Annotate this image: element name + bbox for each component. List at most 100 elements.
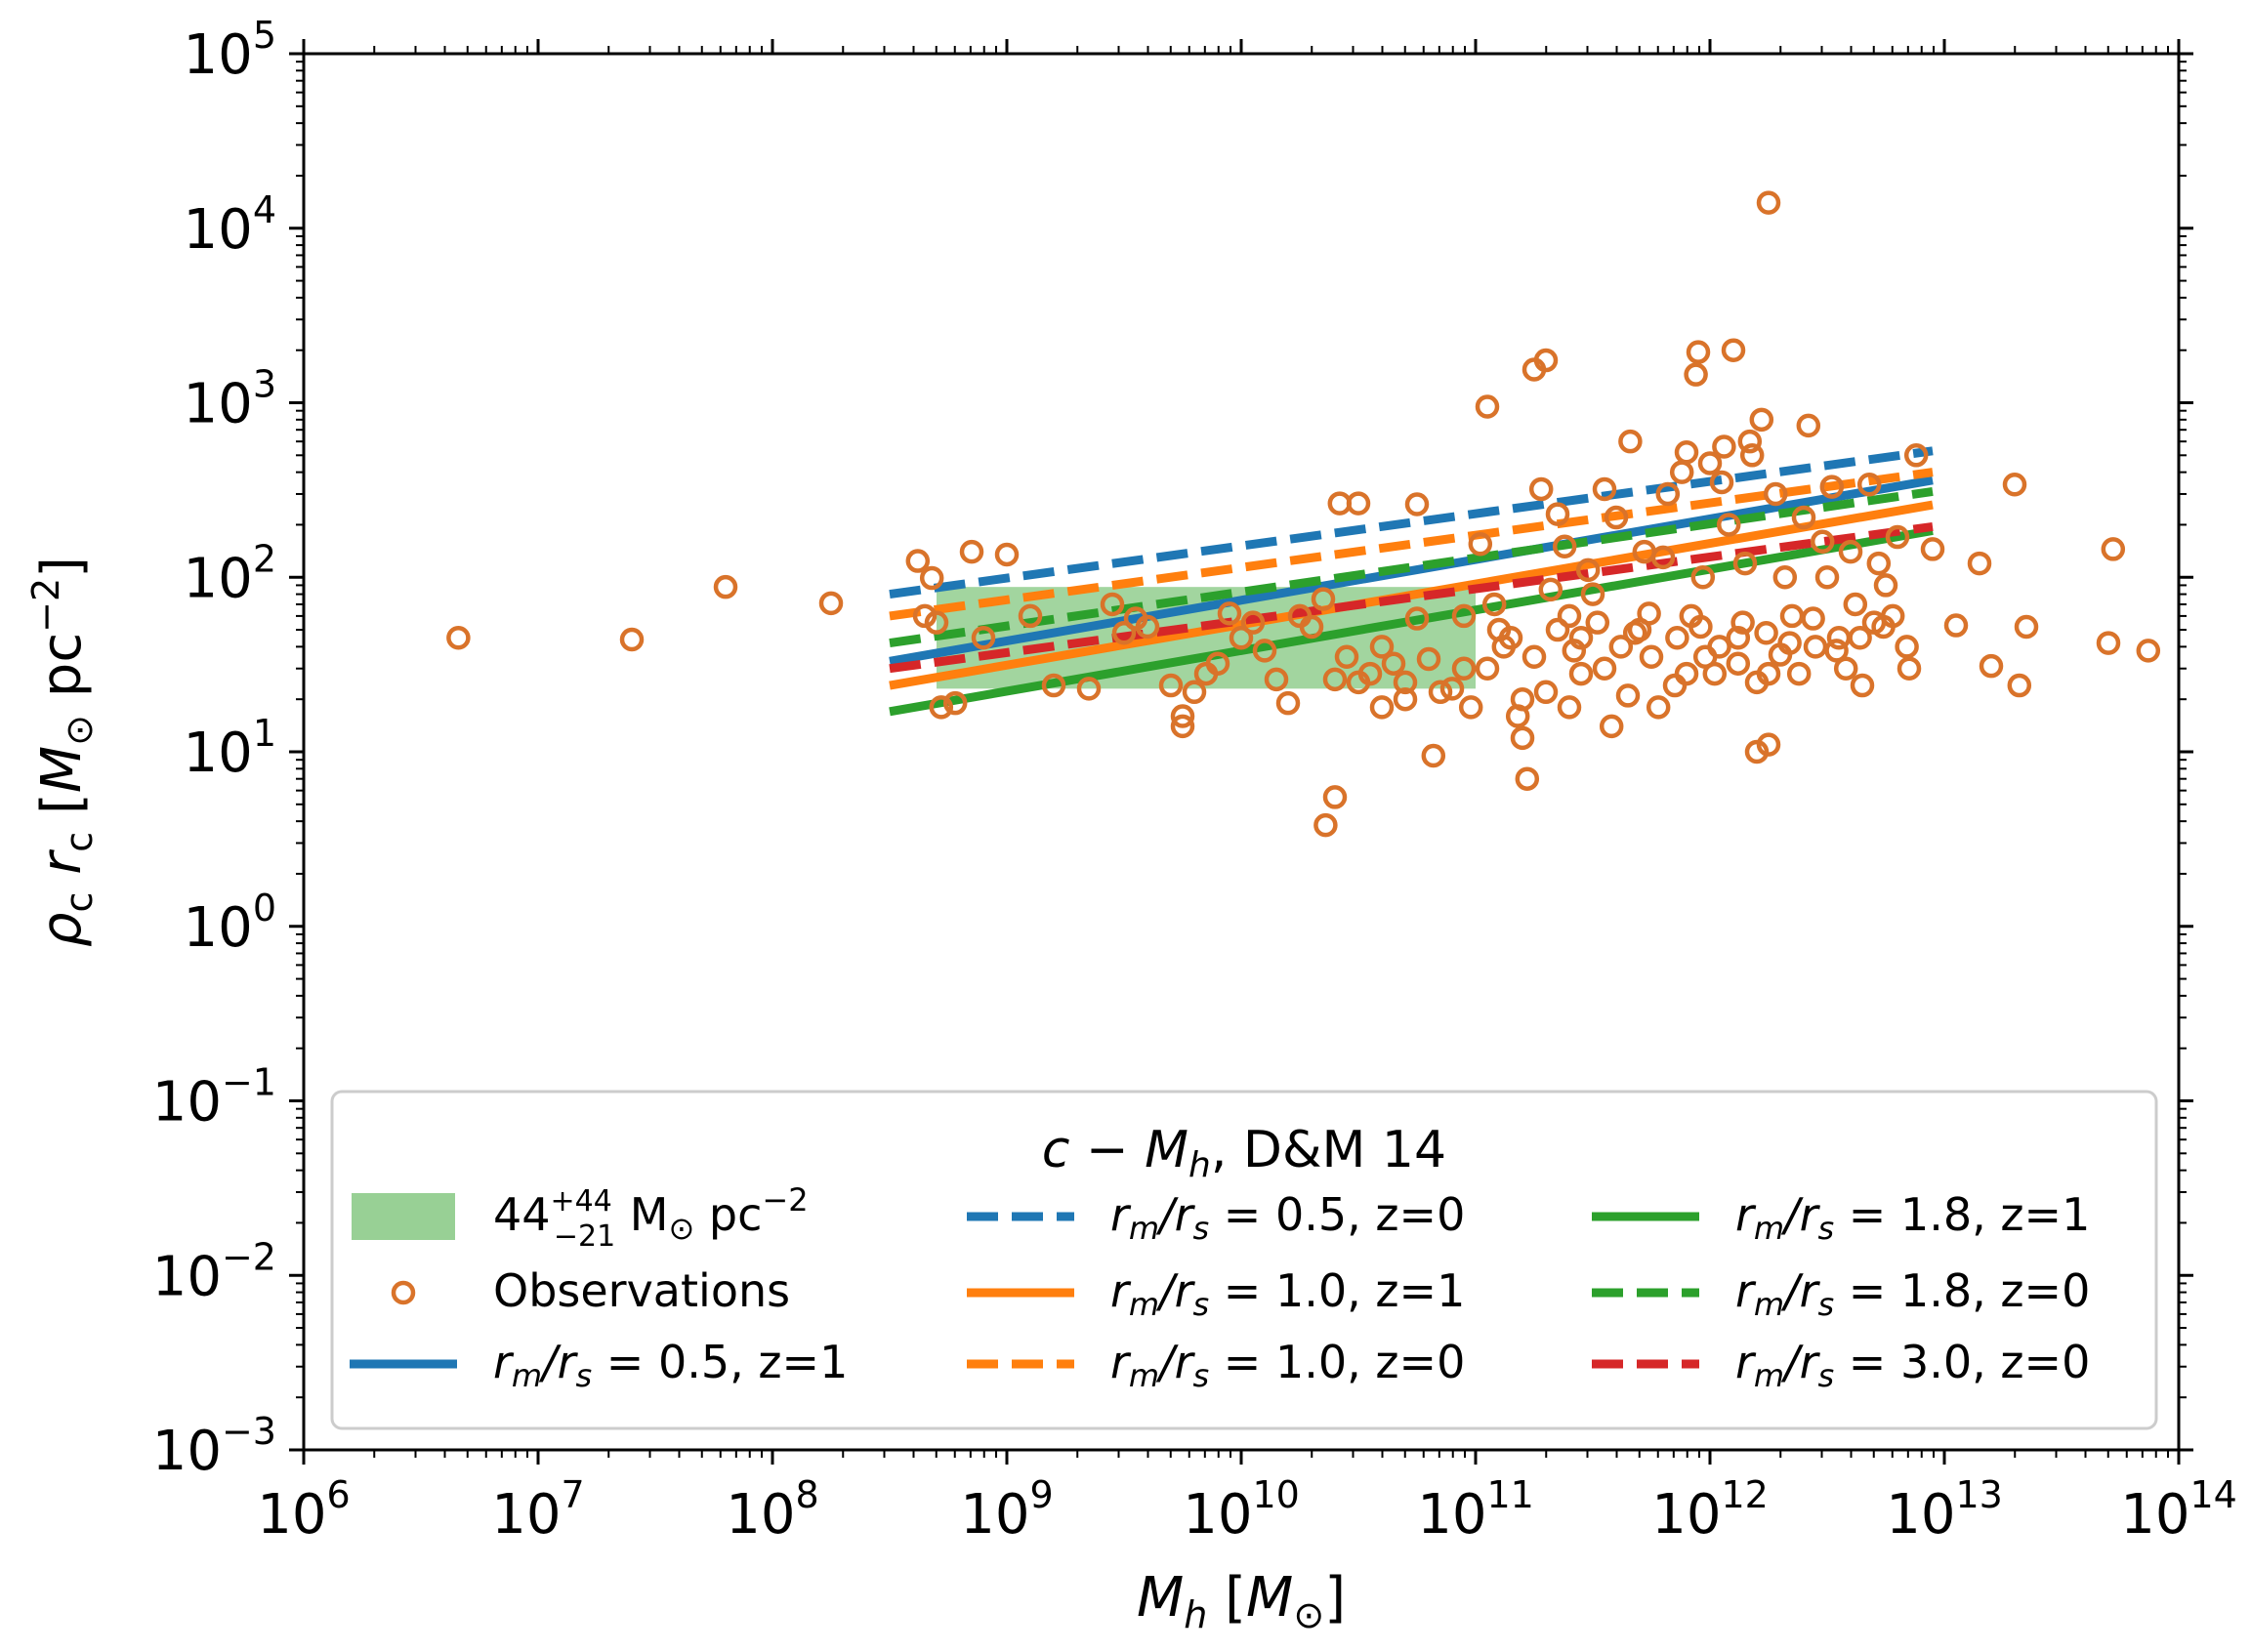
observation-point bbox=[959, 539, 984, 564]
observation-point bbox=[1833, 656, 1858, 681]
observation-point bbox=[1481, 592, 1507, 617]
observation-point bbox=[1158, 673, 1184, 698]
observation-point bbox=[1533, 680, 1559, 705]
y-title-bracket-right: ] bbox=[30, 557, 94, 578]
legend-box bbox=[330, 1090, 2158, 1430]
observation-point bbox=[1416, 646, 1441, 672]
y-tick-label: 100 bbox=[184, 887, 276, 960]
observation-point bbox=[1756, 661, 1781, 686]
legend-label-rm_rs_18_z1: rm/rs = 1.8, z=1 bbox=[1735, 1188, 2090, 1247]
x-tick-label: 1010 bbox=[1183, 1473, 1300, 1547]
observation-point bbox=[1803, 635, 1828, 659]
observation-point bbox=[1170, 704, 1195, 728]
legend-title: c − Mh, D&M 14 bbox=[1042, 1121, 1446, 1185]
observation-point bbox=[1264, 667, 1289, 692]
x-title-main: M bbox=[1137, 1566, 1184, 1630]
observation-point bbox=[1639, 644, 1664, 669]
observation-point bbox=[2096, 631, 2121, 655]
observation-point bbox=[1592, 476, 1617, 502]
observation-point bbox=[942, 690, 968, 716]
model-line-rm_rs_30_z0 bbox=[889, 521, 1934, 674]
observation-point bbox=[1491, 635, 1517, 659]
observation-point bbox=[1791, 505, 1816, 530]
observation-point bbox=[994, 542, 1020, 567]
observation-point bbox=[1608, 635, 1634, 659]
observation-point bbox=[1123, 606, 1148, 631]
observation-point bbox=[1505, 704, 1530, 728]
observation-point bbox=[971, 625, 996, 650]
observation-point bbox=[929, 695, 954, 720]
observation-point bbox=[1885, 524, 1910, 550]
observation-point bbox=[1777, 631, 1802, 655]
observation-point bbox=[1170, 714, 1195, 739]
observation-point bbox=[1515, 766, 1540, 791]
observation-point bbox=[1674, 440, 1699, 465]
observation-point bbox=[1737, 429, 1763, 454]
observation-point bbox=[2007, 673, 2032, 698]
observation-point bbox=[1716, 513, 1741, 537]
observation-point bbox=[1665, 625, 1689, 650]
observation-point bbox=[1979, 653, 2004, 679]
observation-point bbox=[1702, 661, 1728, 686]
observation-point bbox=[1814, 565, 1840, 590]
observation-point bbox=[1786, 661, 1812, 686]
observation-point bbox=[1824, 639, 1849, 663]
observation-point bbox=[1843, 592, 1868, 617]
legend: c − Mh, D&M 14 44+44 −21 M⊙ pc−2 Observatio… bbox=[330, 1090, 2158, 1430]
y-title-r-sub: c bbox=[58, 832, 101, 852]
observation-point bbox=[905, 549, 931, 573]
observation-point bbox=[1592, 656, 1617, 681]
observation-point bbox=[1721, 338, 1746, 362]
legend-label-rm_rs_05_z0: rm/rs = 0.5, z=0 bbox=[1110, 1188, 1465, 1247]
observation-point bbox=[1545, 617, 1570, 642]
y-axis-title: ρc rc [M⊙ pc−2] bbox=[24, 557, 101, 947]
observation-point bbox=[1749, 407, 1774, 433]
y-title-r: r bbox=[30, 849, 94, 875]
observation-point bbox=[1732, 551, 1758, 576]
observation-point bbox=[1650, 545, 1676, 570]
observation-point bbox=[1369, 635, 1395, 659]
y-tick-label: 105 bbox=[184, 14, 276, 87]
observation-point bbox=[1205, 651, 1230, 676]
observation-point bbox=[1739, 443, 1765, 468]
observation-point bbox=[1754, 620, 1778, 645]
y-title-rho: ρ bbox=[30, 912, 94, 947]
observation-point bbox=[1920, 537, 1945, 561]
observation-point bbox=[1311, 587, 1336, 611]
y-title-space2 bbox=[30, 814, 94, 832]
observation-point bbox=[1475, 656, 1500, 681]
x-title-unit: M bbox=[1246, 1566, 1293, 1630]
observation-point bbox=[1182, 680, 1207, 705]
observation-point bbox=[1346, 491, 1371, 516]
observation-point bbox=[1538, 577, 1563, 602]
observation-point bbox=[924, 610, 949, 635]
observation-point bbox=[1275, 690, 1301, 716]
observation-point bbox=[1756, 732, 1781, 757]
y-title-space1 bbox=[30, 875, 94, 892]
y-title-unit: M bbox=[30, 746, 94, 793]
x-tick-label: 1014 bbox=[2120, 1473, 2237, 1547]
legend-label-observations: Observations bbox=[493, 1264, 790, 1317]
observation-point bbox=[1111, 620, 1137, 645]
y-tick-label: 10−1 bbox=[152, 1061, 276, 1135]
observation-point bbox=[1580, 582, 1605, 606]
model-line-rm_rs_10_z1 bbox=[889, 500, 1934, 690]
observation-point bbox=[1903, 443, 1929, 468]
observation-point bbox=[1674, 661, 1699, 686]
observation-point bbox=[1468, 531, 1493, 557]
observation-point bbox=[1369, 695, 1395, 720]
observation-point bbox=[1322, 785, 1348, 809]
observation-point bbox=[1801, 606, 1825, 631]
x-title-bracket-left: [ bbox=[1225, 1566, 1246, 1630]
observation-point bbox=[1756, 190, 1781, 215]
observation-point bbox=[1428, 680, 1453, 705]
legend-label-rm_rs_18_z0: rm/rs = 1.8, z=0 bbox=[1735, 1264, 2090, 1323]
observation-point bbox=[1404, 492, 1430, 516]
observation-point bbox=[1726, 651, 1751, 676]
observation-point bbox=[1393, 686, 1418, 712]
observation-point bbox=[1709, 470, 1734, 495]
observation-point bbox=[1655, 481, 1681, 507]
observation-point bbox=[1568, 661, 1594, 686]
observation-point bbox=[1585, 610, 1610, 635]
observation-point bbox=[1615, 683, 1641, 708]
